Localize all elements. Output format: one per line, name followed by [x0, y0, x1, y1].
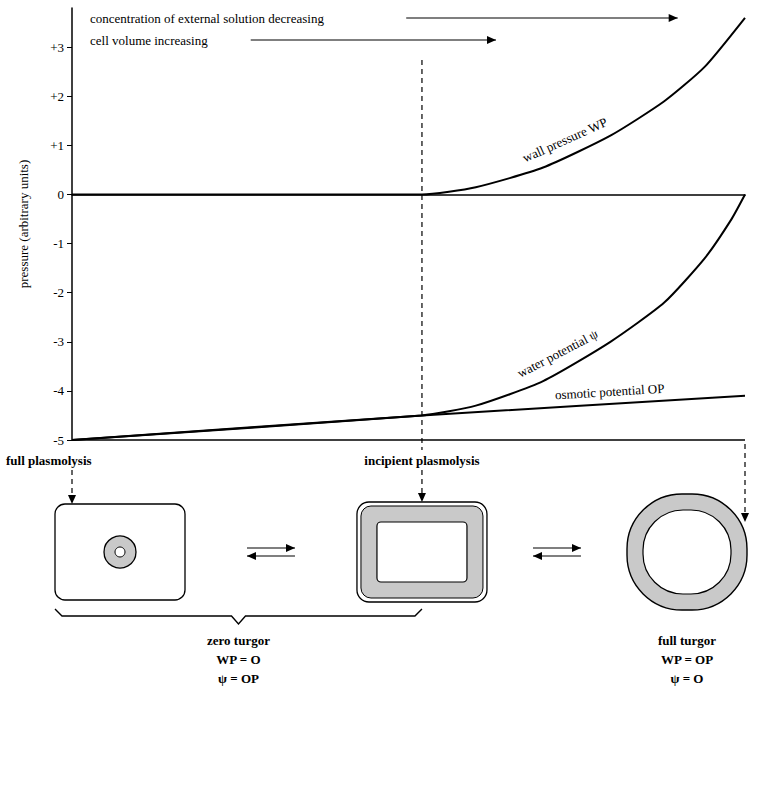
svg-text:pressure (arbitrary units): pressure (arbitrary units): [16, 160, 31, 289]
svg-text:incipient plasmolysis: incipient plasmolysis: [364, 453, 479, 468]
svg-text:-3: -3: [53, 334, 64, 349]
svg-text:WP = O: WP = O: [216, 652, 260, 667]
svg-text:0: 0: [58, 187, 65, 202]
svg-text:zero turgor: zero turgor: [207, 633, 270, 648]
svg-text:WP = OP: WP = OP: [661, 652, 713, 667]
svg-text:-1: -1: [53, 236, 64, 251]
svg-text:water potential ψ: water potential ψ: [515, 326, 601, 381]
svg-text:concentration of external solu: concentration of external solution decre…: [90, 11, 324, 26]
svg-text:osmotic potential OP: osmotic potential OP: [554, 381, 664, 403]
svg-text:+2: +2: [50, 89, 64, 104]
svg-text:full turgor: full turgor: [658, 633, 716, 648]
svg-text:full plasmolysis: full plasmolysis: [6, 453, 92, 468]
svg-text:ψ = OP: ψ = OP: [218, 671, 259, 686]
svg-text:ψ = O: ψ = O: [671, 671, 704, 686]
svg-text:cell volume increasing: cell volume increasing: [90, 33, 208, 48]
svg-text:-5: -5: [53, 433, 64, 448]
svg-text:-2: -2: [53, 285, 64, 300]
svg-text:-4: -4: [53, 383, 64, 398]
svg-text:+3: +3: [50, 40, 64, 55]
svg-text:+1: +1: [50, 138, 64, 153]
svg-text:wall pressure WP: wall pressure WP: [520, 114, 609, 165]
